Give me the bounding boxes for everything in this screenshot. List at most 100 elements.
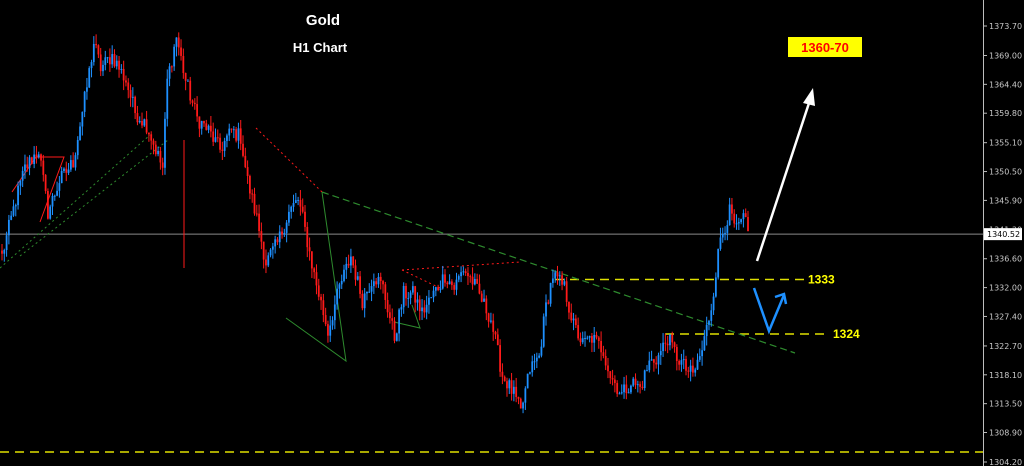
candle — [492, 313, 495, 341]
candle — [714, 272, 717, 298]
candle — [613, 375, 616, 393]
candle-body — [120, 68, 123, 70]
candle-body — [106, 57, 109, 59]
candle-body — [462, 271, 465, 273]
candles — [1, 32, 749, 414]
candle — [347, 254, 350, 269]
candle — [157, 146, 159, 157]
candle — [563, 278, 566, 287]
candle — [53, 194, 56, 201]
candle-body — [717, 248, 720, 278]
candle — [643, 369, 646, 391]
candle — [623, 376, 625, 399]
candle-body — [244, 155, 247, 168]
candle-body — [483, 298, 485, 302]
candle-body — [540, 346, 543, 356]
candle-body — [189, 80, 192, 101]
candle — [221, 141, 224, 161]
candle-body — [457, 276, 460, 280]
candle-body — [33, 154, 36, 165]
candle-body — [352, 256, 355, 266]
candle-body — [363, 293, 366, 309]
candle-body — [299, 199, 302, 207]
candle-body — [255, 213, 258, 215]
y-tick-label: 1345.90 — [989, 196, 1022, 205]
candle — [689, 359, 692, 382]
candle — [113, 49, 116, 68]
candle — [595, 331, 598, 340]
candle — [168, 63, 171, 87]
candle — [271, 242, 274, 259]
candle-body — [104, 57, 107, 65]
candle-body — [460, 272, 462, 277]
candle — [223, 137, 226, 157]
candle-body — [24, 164, 26, 171]
candle-body — [267, 255, 270, 266]
candle-body — [148, 132, 150, 135]
candle-body — [331, 320, 334, 326]
candle — [161, 157, 164, 176]
candle — [209, 115, 212, 138]
candle — [63, 167, 65, 173]
candle-body — [161, 162, 164, 168]
candle — [125, 75, 127, 87]
candle-body — [49, 206, 52, 219]
candle-body — [375, 281, 378, 285]
candle-body — [428, 297, 430, 305]
candle-body — [721, 233, 724, 238]
level-label-1333: 1333 — [808, 272, 835, 286]
candle — [191, 99, 194, 107]
trend-lines — [0, 127, 796, 363]
candle-body — [662, 342, 664, 352]
candle — [662, 333, 664, 357]
candle — [735, 214, 738, 230]
candle-body — [191, 100, 194, 103]
candle — [508, 378, 511, 395]
candle — [35, 145, 38, 164]
candle — [719, 227, 722, 251]
candle — [108, 48, 111, 72]
candle-body — [657, 355, 660, 365]
candle-body — [214, 137, 217, 142]
candle-body — [545, 302, 547, 317]
candle-body — [641, 386, 644, 388]
candle — [60, 166, 63, 184]
candle-body — [620, 392, 623, 394]
candle-body — [731, 204, 733, 214]
candle-body — [728, 204, 731, 226]
candle-body — [501, 371, 504, 377]
candle-body — [409, 292, 412, 298]
candle-body — [86, 87, 88, 92]
candle-body — [597, 337, 600, 341]
candle-body — [671, 334, 674, 343]
candle-body — [265, 259, 267, 266]
candle-body — [366, 291, 368, 294]
candle — [389, 304, 391, 324]
candle-body — [180, 47, 182, 56]
candle — [331, 316, 334, 330]
candle-body — [395, 333, 398, 341]
candle-body — [145, 119, 148, 133]
candle — [572, 312, 575, 331]
candle-body — [714, 277, 717, 297]
candle-body — [607, 365, 609, 372]
candle — [320, 293, 322, 310]
candle-body — [56, 190, 58, 196]
candle — [506, 377, 508, 397]
candle-body — [69, 160, 72, 170]
candle-body — [118, 60, 120, 70]
candle-body — [187, 80, 189, 82]
candle-body — [535, 357, 538, 362]
candle — [189, 76, 192, 105]
candle-body — [379, 276, 382, 282]
candle-body — [526, 373, 529, 389]
candle-body — [554, 272, 557, 279]
candle — [627, 388, 630, 394]
candle — [336, 281, 339, 310]
candle-body — [682, 359, 685, 361]
candle-body — [338, 284, 341, 289]
candle-body — [430, 297, 433, 299]
candle-body — [361, 293, 364, 309]
candle-body — [405, 285, 407, 299]
candle-body — [400, 307, 403, 310]
